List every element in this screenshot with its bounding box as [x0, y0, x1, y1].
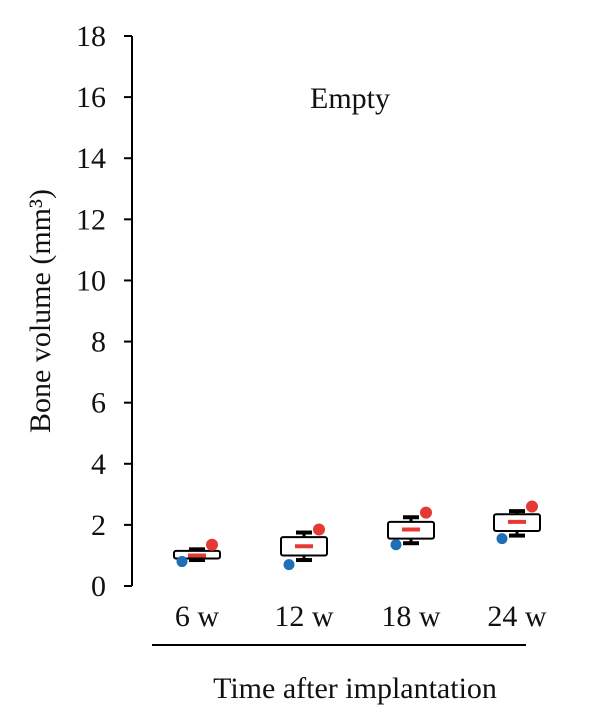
box-24w: [493, 500, 541, 545]
x-tick-label: 18 w: [381, 600, 441, 633]
min-point: [496, 533, 508, 545]
chart-annotation: Empty: [310, 82, 390, 115]
y-tick-label: 12: [76, 203, 106, 236]
y-axis-title: Bone volume (mm³): [24, 189, 57, 433]
y-tick-label: 8: [91, 326, 106, 359]
x-tick-labels: 6 w 12 w 18 w 24 w: [175, 600, 547, 633]
y-tick-labels: 0 2 4 6 8 10 12 14 16 18: [76, 20, 106, 603]
y-tick-label: 0: [91, 570, 106, 603]
max-point: [526, 500, 538, 513]
x-tick-label: 12 w: [274, 600, 334, 633]
min-point: [390, 539, 402, 551]
min-point: [283, 559, 295, 571]
x-axis-title: Time after implantation: [213, 672, 497, 705]
y-tick-label: 16: [76, 81, 106, 114]
box-6w: [173, 538, 221, 568]
max-point: [420, 506, 432, 519]
max-point: [206, 538, 218, 551]
y-axis: [124, 35, 133, 587]
y-tick-label: 10: [76, 264, 106, 297]
boxes-group: [173, 500, 541, 571]
y-tick-label: 2: [91, 509, 106, 542]
y-tick-label: 6: [91, 387, 106, 420]
y-tick-label: 18: [76, 20, 106, 53]
min-point: [176, 556, 188, 568]
max-point: [313, 523, 325, 536]
y-tick-label: 4: [91, 448, 106, 481]
box-18w: [387, 506, 435, 551]
y-tick-label: 14: [76, 142, 106, 175]
x-tick-label: 6 w: [175, 600, 220, 633]
x-tick-label: 24 w: [487, 600, 547, 633]
box-12w: [280, 523, 328, 571]
